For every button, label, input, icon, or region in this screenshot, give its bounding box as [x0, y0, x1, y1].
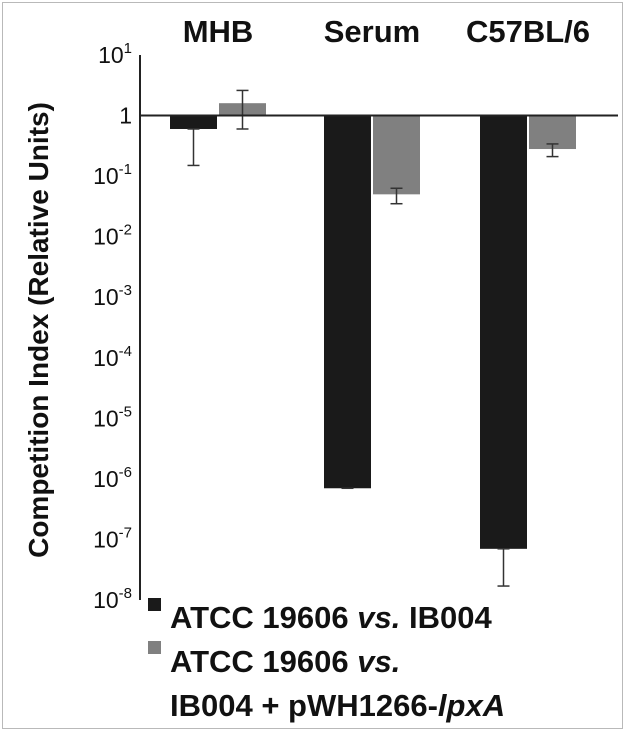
- legend-swatch: [148, 641, 161, 654]
- legend-label: ATCC 19606 vs. IB004: [170, 600, 492, 635]
- bar: [373, 115, 420, 195]
- y-tick-label: 101: [98, 40, 132, 68]
- category-label: Serum: [324, 14, 420, 49]
- category-label: C57BL/6: [466, 14, 590, 49]
- y-tick-label: 10-3: [93, 282, 132, 310]
- y-tick-label: 10-2: [93, 222, 132, 250]
- bar: [170, 115, 217, 129]
- legend-label: ATCC 19606 vs.: [170, 644, 400, 679]
- y-tick-label: 10-8: [93, 585, 132, 613]
- y-tick-label: 10-4: [93, 343, 132, 371]
- y-tick-label: 1: [119, 103, 132, 129]
- y-tick-label: 10-6: [93, 464, 132, 492]
- y-tick-label: 10-1: [93, 161, 132, 189]
- bar: [480, 115, 527, 549]
- legend-swatch: [148, 598, 161, 611]
- legend-label-continued: IB004 + pWH1266-lpxA: [170, 688, 505, 723]
- y-axis-label: Competition Index (Relative Units): [23, 102, 54, 558]
- category-label: MHB: [183, 14, 254, 49]
- y-tick-label: 10-7: [93, 524, 132, 552]
- y-tick-label: 10-5: [93, 403, 132, 431]
- bar: [324, 115, 371, 489]
